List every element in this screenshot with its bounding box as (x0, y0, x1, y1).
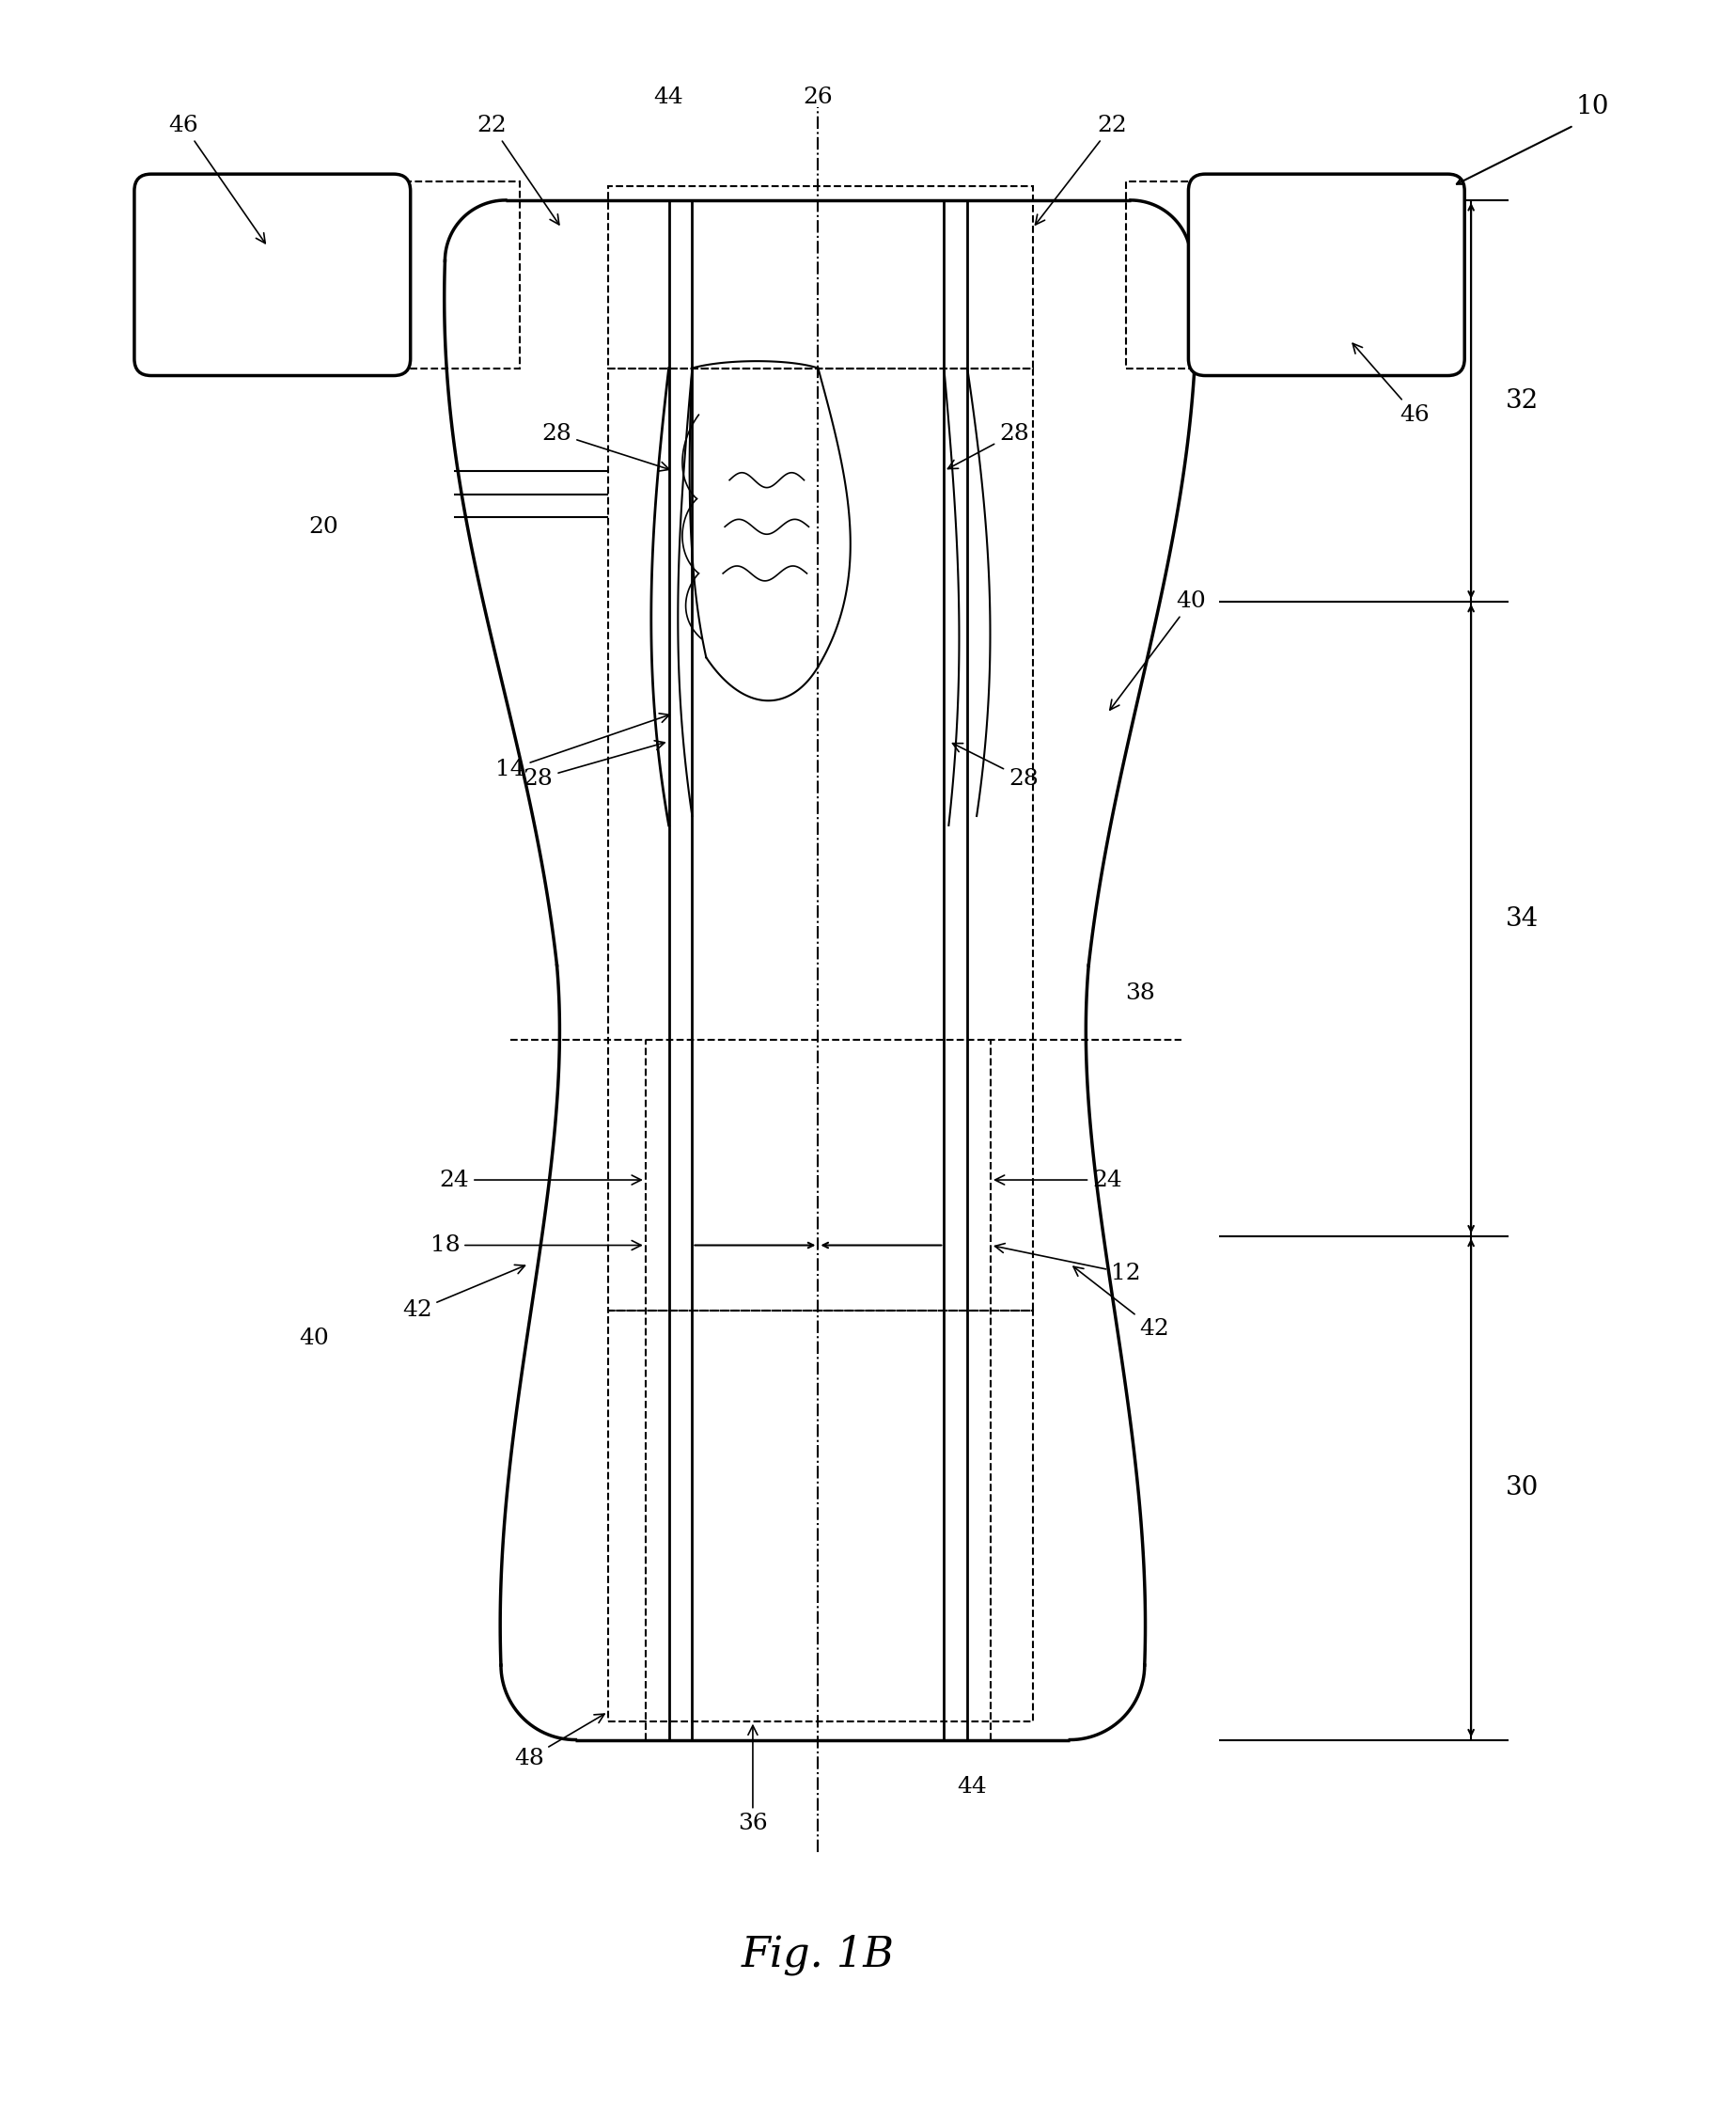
Text: 40: 40 (299, 1328, 330, 1349)
Text: 20: 20 (309, 515, 339, 537)
Text: 46: 46 (1352, 344, 1430, 426)
Text: 46: 46 (168, 115, 266, 244)
Text: 26: 26 (804, 87, 833, 108)
Text: 44: 44 (654, 87, 684, 108)
Text: 42: 42 (1073, 1266, 1168, 1340)
Text: 28: 28 (953, 742, 1038, 789)
Text: 18: 18 (431, 1234, 641, 1256)
Text: 32: 32 (1505, 388, 1538, 414)
Text: 28: 28 (542, 422, 670, 471)
Text: 12: 12 (995, 1243, 1141, 1283)
Text: 38: 38 (1125, 982, 1154, 1003)
Text: 14: 14 (495, 713, 670, 781)
Text: 36: 36 (738, 1726, 767, 1835)
Text: 42: 42 (403, 1264, 524, 1321)
Text: 30: 30 (1505, 1476, 1540, 1500)
Text: 34: 34 (1505, 906, 1538, 931)
FancyBboxPatch shape (1189, 174, 1465, 375)
Text: 40: 40 (1109, 590, 1207, 711)
Text: 28: 28 (523, 740, 665, 789)
FancyBboxPatch shape (134, 174, 410, 375)
Text: 24: 24 (439, 1169, 641, 1190)
Text: 24: 24 (995, 1169, 1121, 1190)
Text: 10: 10 (1576, 93, 1609, 119)
Text: 22: 22 (1035, 115, 1127, 225)
Text: 44: 44 (957, 1775, 988, 1796)
Text: 22: 22 (477, 115, 559, 225)
Text: 48: 48 (514, 1714, 604, 1769)
Text: Fig. 1B: Fig. 1B (741, 1934, 894, 1975)
Text: 28: 28 (948, 422, 1029, 469)
